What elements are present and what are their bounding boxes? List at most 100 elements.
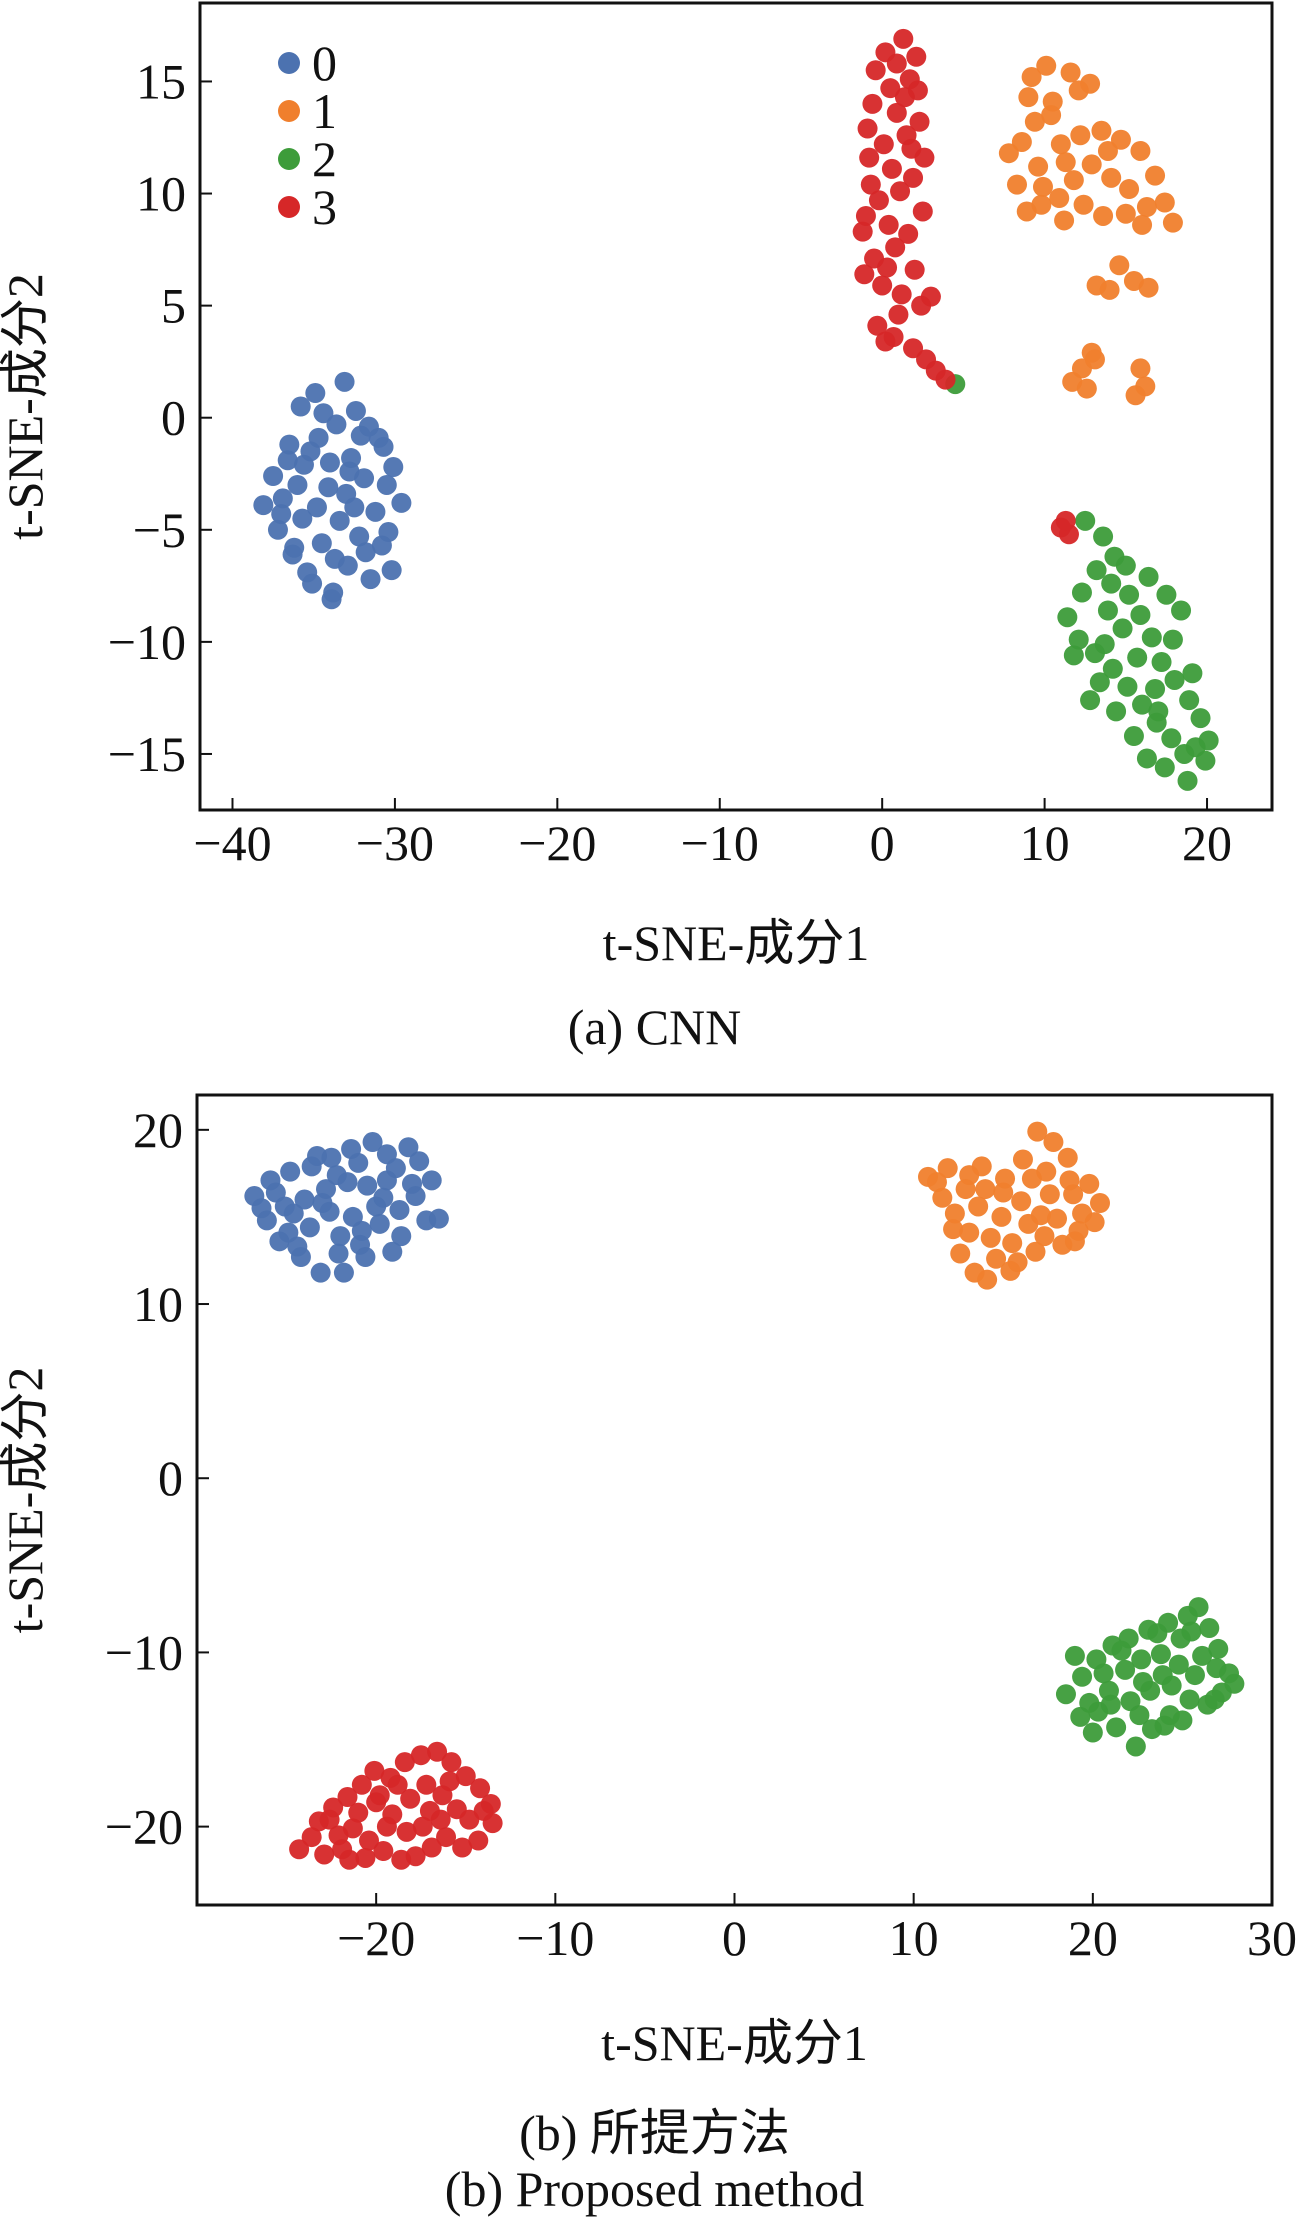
- x-tick-label: 20: [1068, 1910, 1118, 1966]
- scatter-point: [1064, 1645, 1085, 1666]
- scatter-point: [355, 1847, 376, 1868]
- scatter-point: [1198, 730, 1219, 751]
- x-tick-label: −20: [518, 815, 596, 871]
- scatter-point: [299, 1217, 320, 1238]
- scatter-point: [1145, 678, 1166, 699]
- scatter-point: [369, 1785, 390, 1806]
- scatter-point: [855, 205, 876, 226]
- scatter-point: [1129, 1705, 1150, 1726]
- scatter-point: [289, 1839, 310, 1860]
- scatter-point: [907, 80, 928, 101]
- scatter-point: [1082, 1722, 1103, 1743]
- scatter-point: [292, 508, 313, 529]
- scatter-point: [350, 425, 371, 446]
- scatter-point: [1055, 152, 1076, 173]
- scatter-point: [1016, 201, 1037, 222]
- x-tick-label: −30: [356, 815, 434, 871]
- scatter-point: [283, 1203, 304, 1224]
- scatter-point: [893, 28, 914, 49]
- scatter-point: [1068, 80, 1089, 101]
- scatter-point: [1162, 629, 1183, 650]
- legend-marker: [278, 100, 300, 122]
- scatter-point: [986, 1248, 1007, 1269]
- scatter-point: [968, 1196, 989, 1217]
- scatter-point: [297, 562, 318, 583]
- scatter-point: [396, 1821, 417, 1842]
- scatter-point: [1091, 120, 1112, 141]
- scatter-point: [881, 158, 902, 179]
- scatter-point: [1073, 194, 1094, 215]
- scatter-point: [330, 1226, 351, 1247]
- scatter-point: [1036, 55, 1057, 76]
- scatter-point: [1115, 203, 1136, 224]
- scatter-point: [1006, 174, 1027, 195]
- scatter-point: [873, 134, 894, 155]
- series-0: [244, 1132, 449, 1283]
- scatter-point: [1181, 1621, 1202, 1642]
- scatter-point: [1156, 584, 1177, 605]
- series-1: [998, 55, 1183, 406]
- scatter-point: [1101, 573, 1122, 594]
- scatter-point: [1111, 1640, 1132, 1661]
- scatter-point: [1179, 1689, 1200, 1710]
- scatter-point: [376, 474, 397, 495]
- scatter-point: [280, 1161, 301, 1182]
- scatter-point: [932, 1187, 953, 1208]
- scatter-point: [1043, 1132, 1064, 1153]
- scatter-point: [439, 1771, 460, 1792]
- y-tick-label: −20: [105, 1799, 183, 1855]
- scatter-point: [1171, 600, 1192, 621]
- scatter-point: [1101, 167, 1122, 188]
- y-tick-label: −5: [133, 502, 186, 558]
- scatter-point: [329, 510, 350, 531]
- y-tick-label: 0: [158, 1450, 183, 1506]
- scatter-point: [1079, 1173, 1100, 1194]
- scatter-point: [1190, 708, 1211, 729]
- scatter-point: [859, 147, 880, 168]
- scatter-point: [1179, 690, 1200, 711]
- scatter-point: [1072, 1203, 1093, 1224]
- scatter-point: [381, 560, 402, 581]
- scatter-point: [860, 174, 881, 195]
- scatter-point: [1070, 1706, 1091, 1727]
- scatter-point: [1021, 1168, 1042, 1189]
- x-tick-label: −40: [193, 815, 271, 871]
- scatter-point: [1106, 701, 1127, 722]
- y-tick-label: −15: [108, 726, 186, 782]
- scatter-point: [398, 1137, 419, 1158]
- scatter-point: [355, 1247, 376, 1267]
- x-tick-label: −10: [516, 1910, 594, 1966]
- scatter-point: [1011, 1191, 1032, 1212]
- scatter-point: [1133, 1672, 1153, 1693]
- scatter-point: [409, 1151, 430, 1172]
- scatter-point: [937, 1158, 958, 1179]
- scatter-point: [473, 1800, 494, 1821]
- scatter-point: [1204, 1689, 1225, 1710]
- scatter-point: [1182, 663, 1203, 684]
- scatter-point: [284, 537, 305, 558]
- scatter-point: [1024, 111, 1045, 132]
- scatter-point: [470, 1778, 491, 1799]
- scatter-point: [935, 369, 956, 390]
- y-tick-label: 10: [133, 1276, 183, 1332]
- scatter-point: [400, 1788, 421, 1809]
- legend-label: 3: [312, 179, 337, 235]
- legend-label: 2: [312, 131, 337, 187]
- scatter-point: [1027, 1121, 1048, 1142]
- scatter-point: [1054, 210, 1075, 231]
- scatter-point: [362, 1132, 383, 1153]
- scatter-point: [318, 477, 339, 498]
- scatter-point: [326, 1165, 347, 1186]
- scatter-point: [468, 1830, 489, 1851]
- caption-proposed-en: (b) Proposed method: [444, 2161, 865, 2217]
- scatter-point: [1208, 1638, 1229, 1659]
- scatter-point: [867, 315, 888, 336]
- scatter-point: [991, 1206, 1012, 1227]
- scatter-point: [1086, 275, 1107, 296]
- scatter-point: [1136, 748, 1157, 769]
- scatter-point: [1115, 1659, 1136, 1680]
- scatter-point: [421, 1170, 442, 1191]
- x-tick-label: 0: [870, 815, 895, 871]
- scatter-point: [1039, 1184, 1060, 1205]
- scatter-point: [1097, 600, 1118, 621]
